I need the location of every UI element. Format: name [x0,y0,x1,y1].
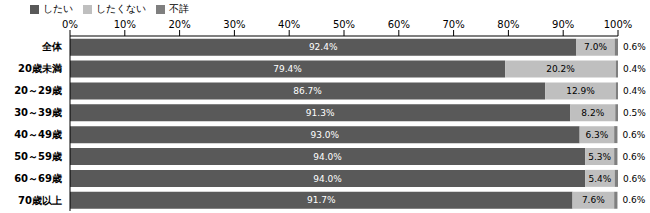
svg-text:7.0%: 7.0% [584,42,607,52]
svg-text:5.3%: 5.3% [588,152,611,162]
svg-text:0.6%: 0.6% [623,174,642,184]
svg-text:0.5%: 0.5% [623,108,642,118]
html-text:不詳: 不詳 [169,3,189,14]
svg-text:0.6%: 0.6% [622,195,642,205]
svg-text:0.4%: 0.4% [623,86,642,96]
svg-text:50～59歳: 50～59歳 [14,151,62,162]
svg-text:0.6%: 0.6% [623,42,642,52]
svg-text:93.0%: 93.0% [311,130,340,140]
svg-text:0%: 0% [62,19,78,30]
svg-text:0.6%: 0.6% [622,130,642,140]
svg-text:7.6%: 7.6% [582,195,605,205]
svg-text:40～49歳: 40～49歳 [14,129,62,140]
svg-text:91.3%: 91.3% [306,108,335,118]
svg-text:50%: 50% [333,19,355,30]
svg-text:70%: 70% [442,19,464,30]
svg-text:94.0%: 94.0% [313,174,342,184]
svg-text:40%: 40% [278,19,300,30]
svg-text:94.0%: 94.0% [313,152,342,162]
svg-text:6.3%: 6.3% [585,130,608,140]
svg-text:20%: 20% [168,19,190,30]
svg-text:全体: 全体 [41,41,63,52]
svg-text:70歳以上: 70歳以上 [18,195,62,206]
svg-text:20.2%: 20.2% [546,64,575,74]
svg-text:8.2%: 8.2% [581,108,604,118]
svg-text:92.4%: 92.4% [309,42,338,52]
svg-text:60～69歳: 60～69歳 [14,173,62,184]
html-text:したい: したい [43,3,73,14]
svg-text:91.7%: 91.7% [307,195,336,205]
html-text:したくない: したくない [96,3,146,14]
svg-text:0.6%: 0.6% [622,152,642,162]
svg-text:100%: 100% [604,19,633,30]
svg-text:0.4%: 0.4% [623,64,642,74]
svg-text:90%: 90% [552,19,574,30]
svg-text:20歳未満: 20歳未満 [18,63,62,74]
svg-text:60%: 60% [388,19,410,30]
svg-text:30～39歳: 30～39歳 [14,107,62,118]
svg-text:12.9%: 12.9% [566,86,595,96]
svg-text:10%: 10% [114,19,136,30]
svg-text:5.4%: 5.4% [588,174,611,184]
svg-text:79.4%: 79.4% [273,64,302,74]
svg-text:30%: 30% [223,19,245,30]
svg-text:80%: 80% [497,19,519,30]
svg-text:86.7%: 86.7% [293,86,322,96]
svg-text:20～29歳: 20～29歳 [14,85,62,96]
